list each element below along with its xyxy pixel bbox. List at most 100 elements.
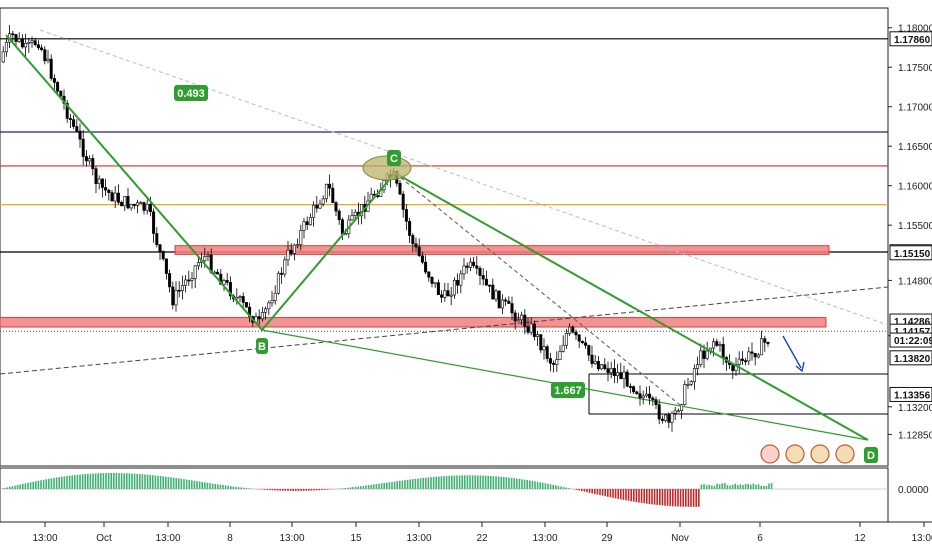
candle-body (718, 344, 722, 346)
candle-body (536, 334, 540, 337)
candle-body (529, 323, 533, 333)
candle-body (436, 282, 440, 296)
candle-body (411, 235, 415, 245)
candle-body (65, 102, 69, 119)
price-tick-label: 1.13200 (898, 403, 932, 414)
candle-body (164, 258, 168, 274)
candle-body (744, 360, 748, 363)
candle-body (91, 158, 95, 169)
candle-body (139, 202, 143, 205)
candle-body (132, 204, 136, 206)
price-tag-label: 1.14286 (894, 317, 931, 328)
time-tick-label: 13:00 (279, 533, 304, 544)
candle-body (555, 359, 559, 365)
candle-body (561, 344, 565, 352)
candle-body (606, 368, 610, 373)
candle-body (478, 268, 482, 276)
candle-body (315, 204, 319, 209)
event-icon (760, 444, 780, 464)
candle-body (337, 210, 341, 220)
candle-body (321, 198, 325, 205)
candle-body (174, 289, 178, 306)
time-tick-label: 13:00 (532, 533, 557, 544)
candle-body (609, 368, 613, 373)
candle-body (97, 178, 101, 184)
candle-body (568, 326, 572, 334)
point-label-c-bg (387, 150, 401, 166)
time-tick-label: 8 (227, 533, 233, 544)
candlesticks (1, 24, 770, 432)
pattern-legs (5, 34, 869, 441)
candle-body (145, 203, 149, 211)
candle-body (731, 364, 735, 371)
candle-body (196, 262, 200, 267)
ratio-label-cd-bg (551, 382, 585, 398)
event-icon (810, 444, 830, 464)
candle-body (328, 183, 332, 189)
candle-body (52, 78, 56, 83)
candle-body (526, 326, 530, 333)
zone-1 (0, 317, 827, 328)
candle-body (702, 350, 706, 359)
indicator-pane-border (0, 467, 889, 523)
candle-body (24, 42, 28, 48)
candle-body (484, 278, 488, 286)
candle-body (756, 354, 760, 358)
candle-body (286, 249, 290, 261)
candle-body (136, 202, 140, 206)
candle-body (670, 413, 674, 423)
point-label-b-bg (256, 338, 268, 354)
price-tag-box (889, 386, 932, 402)
candle-body (260, 312, 264, 320)
candle-body (715, 341, 719, 346)
candle-body (404, 209, 408, 222)
candle-body (574, 331, 578, 336)
time-tick-label: 12 (854, 533, 866, 544)
candle-body (712, 341, 716, 349)
candle-body (270, 300, 274, 304)
candle-body (539, 334, 543, 351)
candle-body (267, 302, 271, 310)
time-tick-label: Nov (671, 533, 689, 544)
price-tick-label: 1.14800 (898, 276, 932, 287)
candle-body (664, 414, 668, 421)
time-tick-label: 13:00 (406, 533, 431, 544)
candle-body (4, 41, 8, 53)
candle-body (155, 233, 159, 246)
candle-body (472, 261, 476, 267)
candle-body (564, 333, 568, 346)
candle-body (654, 399, 658, 405)
candle-body (635, 391, 639, 394)
candle-body (427, 271, 431, 278)
candle-body (305, 221, 309, 226)
candle-body (667, 414, 671, 423)
price-tag-box (889, 332, 932, 348)
candle-body (273, 292, 277, 301)
candle-body (222, 280, 226, 285)
trendlines (0, 29, 889, 441)
candle-body (737, 358, 741, 365)
candle-body (408, 221, 412, 236)
price-tick-label: 1.17500 (898, 63, 932, 74)
candle-body (40, 47, 44, 50)
candle-body (753, 352, 757, 358)
candle-body (430, 276, 434, 284)
candle-body (88, 158, 92, 162)
candle-body (660, 418, 664, 421)
candle-body (740, 358, 744, 361)
candle-body (600, 364, 604, 370)
candle-body (110, 192, 114, 202)
point-label-d: D (867, 450, 875, 462)
abcd-pattern: 0.493 C B 1.667 D (5, 34, 878, 464)
candle-body (644, 393, 648, 397)
projection-arrow-head (795, 361, 805, 373)
candle-body (673, 410, 677, 414)
candle-body (276, 272, 280, 294)
candle-body (168, 273, 172, 288)
candle-body (81, 138, 85, 157)
point-label-c: C (390, 153, 398, 165)
dashed-trendline-lower (0, 286, 889, 375)
candle-body (638, 393, 642, 398)
